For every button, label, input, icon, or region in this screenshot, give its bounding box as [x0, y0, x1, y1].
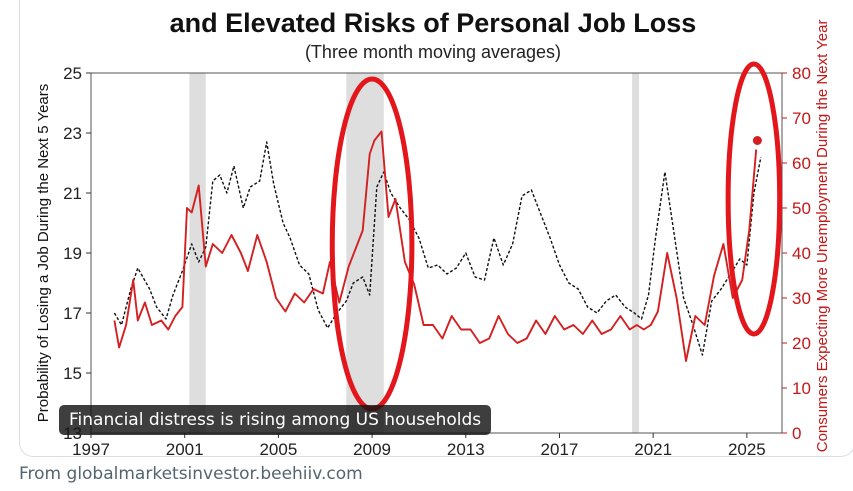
- y-right-tick-label-20: 20: [792, 334, 811, 353]
- y-axis-label-right: % of Consumers Expecting More Unemployme…: [814, 20, 831, 456]
- source-link[interactable]: From globalmarketsinvestor.beehiiv.com: [19, 464, 363, 484]
- series-job-loss-probability: [113, 141, 762, 356]
- y-left-tick-label-19: 19: [63, 244, 82, 263]
- recession-band-0: [189, 73, 206, 433]
- y-right-tick-label-10: 10: [792, 379, 811, 398]
- series-unemployment-expectations: [113, 130, 758, 362]
- y-right-tick-label-0: 0: [792, 424, 801, 443]
- y-axis-label-left: Probability of Losing a Job During the N…: [35, 84, 52, 423]
- y-right-tick-label-30: 30: [792, 289, 811, 308]
- chart: and Elevated Risks of Personal Job Loss …: [35, 8, 831, 456]
- x-tick-label-2013: 2013: [447, 440, 485, 456]
- recession-band-1: [346, 73, 384, 433]
- x-tick-label-2005: 2005: [259, 440, 297, 456]
- chart-title: and Elevated Risks of Personal Job Loss: [170, 8, 697, 38]
- y-left-tick-label-25: 25: [63, 64, 82, 83]
- highlight-ellipse-1: [725, 61, 783, 337]
- x-tick-label-2021: 2021: [634, 440, 672, 456]
- y-right-tick-label-50: 50: [792, 199, 811, 218]
- x-tick-label-2009: 2009: [353, 440, 391, 456]
- x-tick-label-2017: 2017: [541, 440, 579, 456]
- x-tick-label-1997: 1997: [72, 440, 110, 456]
- y-left-tick-label-17: 17: [63, 304, 82, 323]
- image-caption-badge: Financial distress is rising among US ho…: [59, 405, 492, 435]
- y-left-tick-label-15: 15: [63, 364, 82, 383]
- last-point-marker: [752, 136, 762, 145]
- y-right-tick-label-40: 40: [792, 244, 811, 263]
- plot-area: 1517192123251301020304050607080199720012…: [63, 61, 811, 456]
- post-card[interactable]: and Elevated Risks of Personal Job Loss …: [19, 0, 853, 457]
- chart-subtitle: (Three month moving averages): [305, 42, 561, 62]
- y-left-tick-label-21: 21: [63, 184, 82, 203]
- y-right-tick-label-80: 80: [792, 64, 811, 83]
- recession-band-2: [632, 73, 640, 433]
- y-left-tick-label-23: 23: [63, 124, 82, 143]
- y-right-tick-label-70: 70: [792, 109, 811, 128]
- x-tick-label-2001: 2001: [166, 440, 204, 456]
- x-tick-label-2025: 2025: [728, 440, 766, 456]
- y-right-tick-label-60: 60: [792, 154, 811, 173]
- y-axis-label-right-text: % of Consumers Expecting More Unemployme…: [814, 20, 831, 456]
